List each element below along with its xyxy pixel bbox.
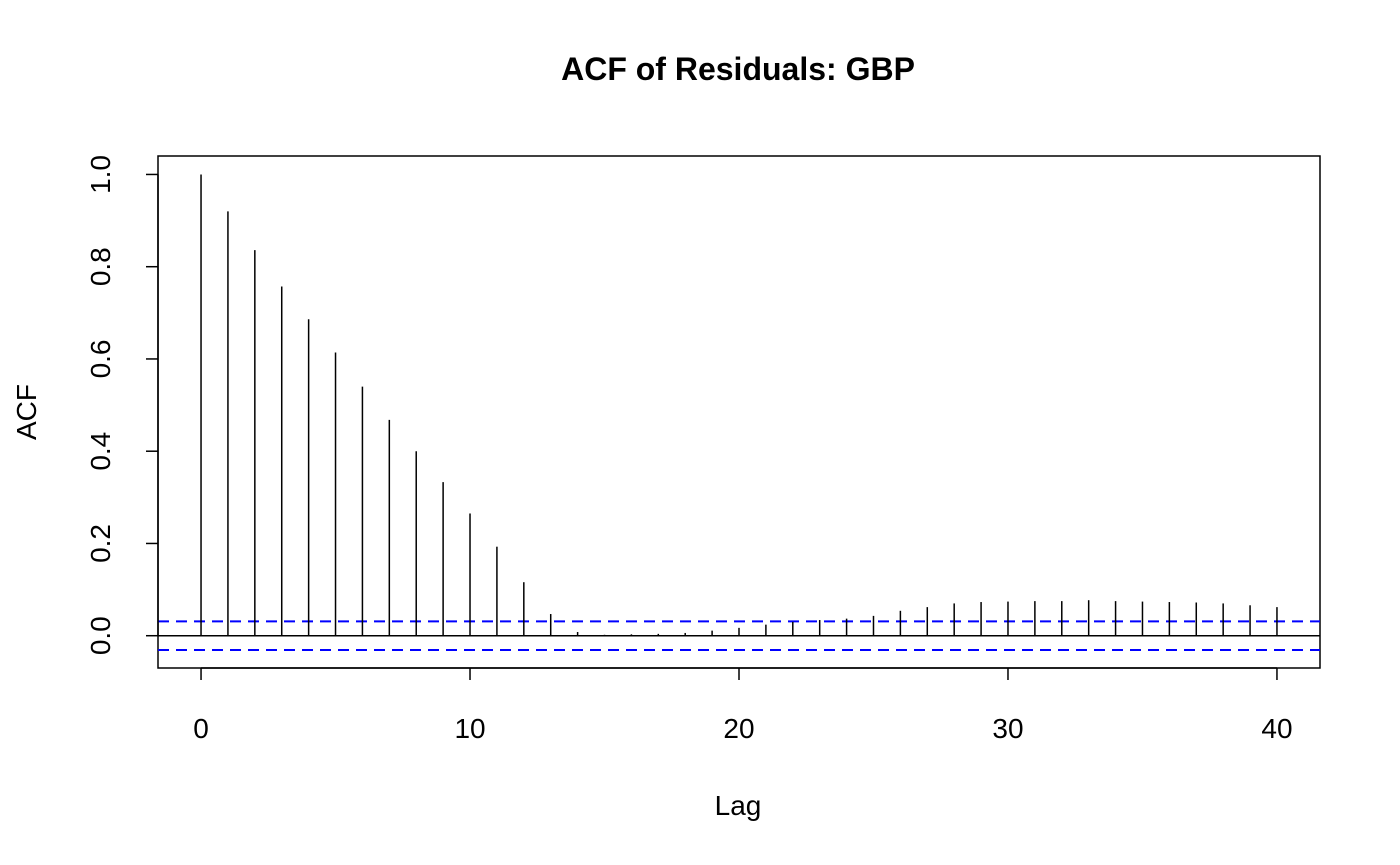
y-tick-label: 0.8 (85, 247, 116, 286)
x-tick-label: 20 (723, 713, 754, 744)
plot-area: 0 10 20 30 40 0.0 0.2 0.4 0.6 0.8 1.0 (85, 155, 1321, 744)
x-axis-label: Lag (715, 790, 762, 821)
y-tick-label: 0.0 (85, 616, 116, 655)
y-tick-label: 0.4 (85, 432, 116, 471)
chart-title: ACF of Residuals: GBP (561, 51, 915, 87)
x-tick-label: 40 (1261, 713, 1292, 744)
y-axis-label: ACF (11, 384, 42, 440)
x-tick-label: 0 (193, 713, 209, 744)
y-tick-label: 0.2 (85, 524, 116, 563)
x-tick-label: 10 (454, 713, 485, 744)
x-tick-label: 30 (992, 713, 1023, 744)
plot-frame (157, 155, 1321, 669)
y-tick-label: 0.6 (85, 339, 116, 378)
y-tick-label: 1.0 (85, 155, 116, 194)
